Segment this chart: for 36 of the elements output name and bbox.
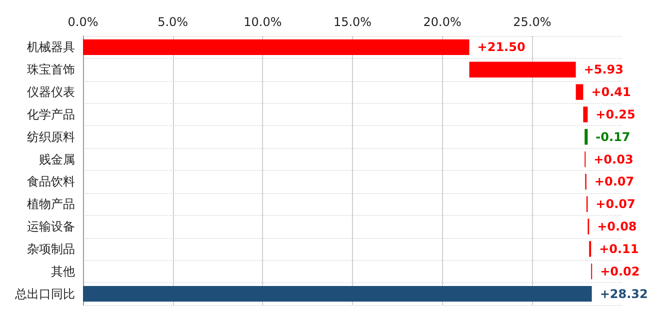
y-tick-label: 纺织原料 [27,130,75,144]
x-tick-label: 25.0% [513,15,552,29]
x-tick-label: 5.0% [158,15,188,29]
y-tick-label: 其他 [51,264,75,278]
y-tick-label: 机械器具 [27,40,75,54]
bar [83,39,470,56]
data-label: +0.07 [594,174,634,189]
x-tick-label: 20.0% [423,15,462,29]
y-tick-label: 运输设备 [27,220,75,234]
data-label: +0.25 [596,107,636,122]
bar [83,286,592,302]
data-label: +0.41 [591,85,631,100]
y-tick-label: 植物产品 [27,197,75,212]
data-label: +0.03 [594,152,634,166]
bar [469,62,576,78]
data-label: +0.11 [599,242,639,256]
y-tick-label: 珠宝首饰 [27,62,75,77]
data-label: +28.32 [600,286,648,301]
x-tick-label: 0.0% [68,15,98,29]
y-tick-label: 贱金属 [39,152,75,166]
data-label: +0.07 [596,197,636,212]
y-tick-label: 食品饮料 [27,174,75,189]
y-tick-label: 化学产品 [27,107,75,122]
y-tick-label: 杂项制品 [27,242,75,256]
data-label: +5.93 [584,62,624,77]
x-tick-label: 10.0% [244,15,282,29]
x-tick-label: 15.0% [333,15,372,29]
bar [576,84,584,100]
data-label: -0.17 [596,130,630,144]
data-label: +0.02 [600,264,640,278]
data-label: +0.08 [597,220,637,234]
data-label: +21.50 [477,40,526,54]
bar [584,129,588,145]
bar [583,106,588,122]
y-tick-label: 仪器仪表 [27,85,75,100]
y-tick-label: 总出口同比 [14,286,75,301]
